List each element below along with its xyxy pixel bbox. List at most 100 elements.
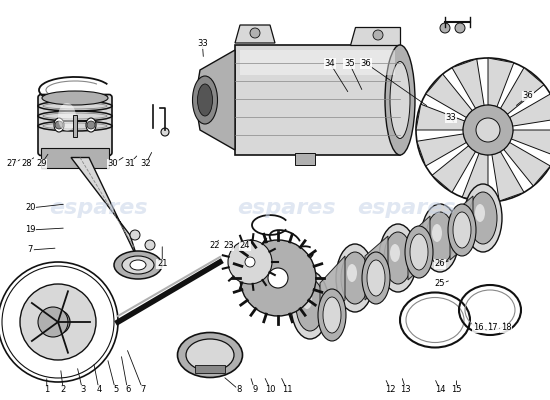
Circle shape	[46, 310, 70, 334]
Bar	[235, 45, 400, 155]
Ellipse shape	[448, 204, 476, 256]
Text: 4: 4	[96, 386, 102, 394]
Polygon shape	[512, 130, 550, 156]
Polygon shape	[71, 158, 138, 260]
Ellipse shape	[390, 62, 410, 138]
Circle shape	[440, 23, 450, 33]
Text: 22: 22	[209, 242, 220, 250]
Polygon shape	[450, 196, 473, 260]
Ellipse shape	[405, 226, 433, 278]
Text: 8: 8	[236, 386, 242, 394]
Ellipse shape	[114, 251, 162, 279]
Circle shape	[130, 230, 140, 240]
Ellipse shape	[122, 256, 154, 274]
Bar	[240, 50, 395, 75]
FancyBboxPatch shape	[38, 94, 112, 156]
Text: espares: espares	[358, 198, 456, 218]
Ellipse shape	[385, 45, 415, 155]
Bar	[195, 365, 225, 373]
Polygon shape	[417, 134, 466, 166]
Polygon shape	[500, 68, 544, 114]
Ellipse shape	[336, 244, 374, 312]
Polygon shape	[462, 153, 488, 202]
Circle shape	[245, 257, 255, 267]
Text: 10: 10	[265, 386, 276, 394]
Text: 34: 34	[324, 59, 336, 68]
Ellipse shape	[192, 76, 217, 124]
Ellipse shape	[426, 212, 454, 264]
Text: 14: 14	[434, 386, 446, 394]
Circle shape	[240, 240, 316, 316]
Text: 35: 35	[344, 59, 355, 68]
Ellipse shape	[86, 118, 96, 132]
Circle shape	[87, 121, 95, 129]
Ellipse shape	[384, 232, 412, 284]
Ellipse shape	[291, 271, 329, 339]
Circle shape	[145, 240, 155, 250]
Ellipse shape	[42, 91, 108, 105]
Polygon shape	[492, 152, 524, 201]
Text: 27: 27	[7, 160, 18, 168]
Ellipse shape	[453, 212, 471, 248]
Text: 19: 19	[25, 226, 36, 234]
Ellipse shape	[410, 234, 428, 270]
Text: 18: 18	[500, 324, 512, 332]
Text: 36: 36	[522, 92, 534, 100]
Circle shape	[268, 268, 288, 288]
Text: 30: 30	[107, 160, 118, 168]
Ellipse shape	[475, 204, 485, 222]
Polygon shape	[426, 74, 472, 118]
Ellipse shape	[390, 244, 400, 262]
Polygon shape	[365, 236, 388, 300]
Circle shape	[52, 316, 64, 328]
Text: 36: 36	[360, 59, 371, 68]
Ellipse shape	[341, 252, 369, 304]
Text: 25: 25	[434, 280, 446, 288]
Circle shape	[476, 118, 500, 142]
Circle shape	[373, 30, 383, 40]
Text: 32: 32	[140, 160, 151, 168]
Text: espares: espares	[50, 198, 148, 218]
Bar	[73, 115, 77, 137]
Circle shape	[161, 128, 169, 136]
Text: 3: 3	[80, 386, 85, 394]
Ellipse shape	[54, 118, 64, 132]
Bar	[41, 148, 109, 168]
Text: 1: 1	[44, 386, 50, 394]
Ellipse shape	[464, 184, 502, 252]
Polygon shape	[416, 104, 465, 130]
Circle shape	[463, 105, 513, 155]
Text: 16: 16	[473, 324, 484, 332]
Text: 20: 20	[25, 204, 36, 212]
Circle shape	[250, 28, 260, 38]
Polygon shape	[350, 27, 400, 45]
Text: 21: 21	[157, 260, 168, 268]
Polygon shape	[235, 25, 275, 43]
Text: 29: 29	[36, 160, 47, 168]
Text: 23: 23	[223, 242, 234, 250]
Text: 5: 5	[113, 386, 118, 394]
Ellipse shape	[178, 332, 243, 378]
Ellipse shape	[58, 103, 76, 131]
Text: 28: 28	[21, 160, 32, 168]
Ellipse shape	[197, 84, 212, 116]
Text: 13: 13	[400, 386, 411, 394]
Text: 9: 9	[252, 386, 257, 394]
Text: 26: 26	[434, 260, 446, 268]
Ellipse shape	[362, 252, 390, 304]
Polygon shape	[510, 94, 550, 126]
Circle shape	[20, 284, 96, 360]
Circle shape	[228, 240, 272, 284]
Polygon shape	[195, 50, 235, 150]
Text: espares: espares	[236, 198, 336, 218]
Text: 7: 7	[28, 246, 33, 254]
Text: 17: 17	[487, 324, 498, 332]
Circle shape	[55, 121, 63, 129]
Ellipse shape	[296, 279, 324, 331]
Polygon shape	[408, 216, 430, 280]
Text: 11: 11	[282, 386, 293, 394]
Text: 2: 2	[60, 386, 66, 394]
Bar	[295, 153, 315, 165]
Text: 15: 15	[451, 386, 462, 394]
Ellipse shape	[186, 339, 234, 371]
